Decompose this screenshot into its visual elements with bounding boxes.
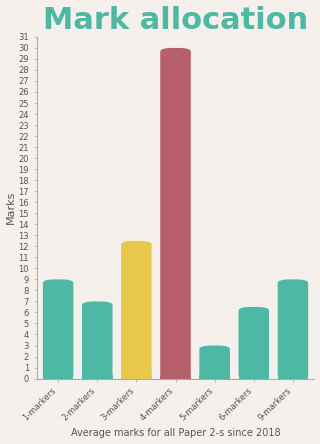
FancyBboxPatch shape — [199, 345, 230, 379]
Bar — [199, 375, 230, 379]
Bar — [121, 375, 152, 379]
FancyBboxPatch shape — [278, 279, 308, 379]
FancyBboxPatch shape — [160, 48, 191, 379]
FancyBboxPatch shape — [238, 307, 269, 379]
Bar — [278, 375, 308, 379]
Bar — [238, 375, 269, 379]
X-axis label: Average marks for all Paper 2-s since 2018: Average marks for all Paper 2-s since 20… — [71, 428, 280, 438]
Bar — [43, 375, 73, 379]
Bar — [160, 375, 191, 379]
Bar — [82, 375, 113, 379]
FancyBboxPatch shape — [43, 279, 73, 379]
FancyBboxPatch shape — [121, 241, 152, 379]
FancyBboxPatch shape — [82, 301, 113, 379]
Title: Mark allocation: Mark allocation — [43, 6, 308, 35]
Y-axis label: Marks: Marks — [5, 191, 16, 224]
